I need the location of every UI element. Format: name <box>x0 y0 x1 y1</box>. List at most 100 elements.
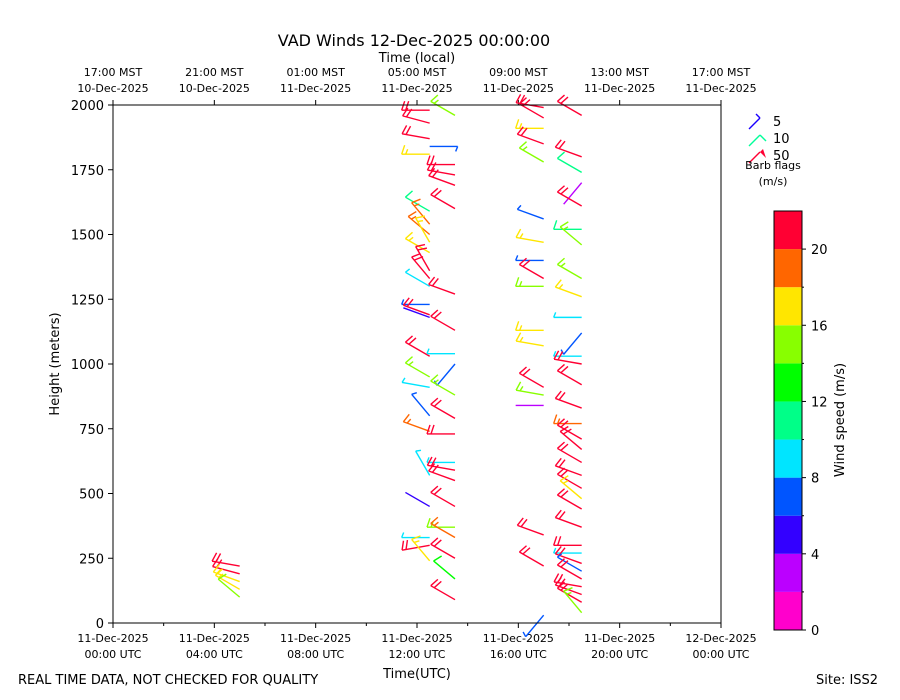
colorbar-segment <box>774 211 802 250</box>
wind-barb-staff <box>436 363 456 386</box>
wind-barb-full <box>518 545 527 553</box>
legend-barb-50-icon <box>748 149 766 164</box>
wind-barb <box>402 297 430 316</box>
wind-barb-full <box>554 457 562 467</box>
legend-barb-10-icon <box>748 134 767 147</box>
wind-barb-full <box>515 94 522 104</box>
wind-barb <box>404 335 431 357</box>
wind-barb <box>553 350 582 357</box>
wind-barb-half <box>417 220 424 223</box>
wind-barb-full <box>560 469 569 477</box>
colorbar-tick-label: 12 <box>811 395 828 410</box>
wind-barb-full <box>557 536 562 546</box>
colorbar-segment <box>774 591 802 630</box>
wind-barb <box>559 475 583 500</box>
top-tick-date: 11-Dec-2025 <box>483 82 554 95</box>
wind-barb <box>401 144 430 155</box>
y-tick-label: 1000 <box>71 358 104 373</box>
legend-label-5: 5 <box>773 115 781 130</box>
wind-barb-half <box>408 236 414 242</box>
wind-barb <box>404 356 431 378</box>
x-tick-date: 12-Dec-2025 <box>685 632 756 645</box>
wind-barb-full <box>560 187 569 195</box>
wind-barb <box>430 374 456 396</box>
wind-barb <box>515 321 544 332</box>
wind-barb-full <box>404 335 413 343</box>
wind-barb-half <box>516 204 522 210</box>
colorbar-tick-label: 16 <box>811 319 828 334</box>
wind-barb-full <box>430 162 437 172</box>
wind-barb-full <box>413 256 424 261</box>
legend-barb-5-icon <box>748 113 761 130</box>
wind-barb-full <box>553 350 560 360</box>
wind-barb-half <box>433 99 439 104</box>
wind-barb <box>553 547 582 554</box>
wind-barb-full <box>407 210 417 218</box>
wind-barb-full <box>433 539 442 547</box>
barb-legend: 5 10 50 Barb flags (m/s) <box>745 113 801 188</box>
wind-barb-half <box>558 283 564 289</box>
top-tick-time: 09:00 MST <box>489 66 548 79</box>
wind-barb-full <box>515 332 522 342</box>
wind-barb <box>518 545 545 567</box>
wind-barb-full <box>426 161 433 171</box>
wind-barb-full <box>430 457 437 467</box>
wind-barb <box>515 119 544 130</box>
wind-barb-half <box>522 631 527 638</box>
wind-barb <box>211 552 240 567</box>
top-tick-time: 17:00 MST <box>692 66 751 79</box>
wind-barb-staff <box>517 208 544 220</box>
wind-barb-half <box>404 268 411 273</box>
wind-barb <box>553 312 582 319</box>
wind-barb-half <box>414 540 420 544</box>
wind-barb-full <box>415 243 426 248</box>
wind-barb-full <box>433 580 442 589</box>
wind-barb-staff <box>525 614 545 638</box>
wind-barb <box>554 279 582 298</box>
wind-barb <box>428 167 456 186</box>
wind-barb <box>430 94 456 116</box>
y-tick-label: 500 <box>79 488 104 503</box>
wind-barb-full <box>553 573 560 583</box>
wind-barb-full <box>428 463 436 472</box>
top-tick-date: 11-Dec-2025 <box>381 82 452 95</box>
wind-barb-full <box>522 368 531 376</box>
wind-barb-half <box>519 233 524 239</box>
wind-barb-full <box>556 418 565 426</box>
wind-barb-full <box>426 155 431 165</box>
wind-barb-full <box>404 190 413 198</box>
wind-barb-staff <box>433 560 456 580</box>
x-tick-time: 04:00 UTC <box>186 648 243 661</box>
wind-barb-full <box>556 185 565 193</box>
wind-barb-half <box>415 449 422 452</box>
wind-barb-full <box>558 459 566 468</box>
wind-barb <box>553 350 582 365</box>
wind-barb <box>426 457 455 464</box>
wind-barb-half <box>401 532 405 538</box>
wind-barb <box>411 535 431 562</box>
wind-barb <box>430 187 456 210</box>
wind-barb <box>556 488 583 510</box>
wind-barb-staff <box>405 271 431 287</box>
wind-barb-half <box>406 418 412 424</box>
wind-barb-half <box>455 146 459 152</box>
x-tick-date: 11-Dec-2025 <box>483 632 554 645</box>
top-tick-date: 11-Dec-2025 <box>685 82 756 95</box>
wind-barb-full <box>554 139 562 148</box>
wind-barb-full <box>401 125 408 135</box>
wind-barb <box>401 539 430 551</box>
wind-barb-full <box>430 397 439 405</box>
wind-barb-half <box>426 348 430 354</box>
wind-barb <box>401 299 430 306</box>
wind-barb-full <box>404 231 413 240</box>
wind-barb-full <box>554 577 562 586</box>
wind-barb-full <box>554 279 562 288</box>
wind-barb-full <box>520 518 528 528</box>
colorbar-tick-label: 0 <box>811 624 819 639</box>
plot-area-frame <box>112 104 722 624</box>
wind-barb <box>556 151 583 173</box>
y-tick-label: 250 <box>79 552 104 567</box>
wind-barb <box>556 553 583 572</box>
wind-barb-half <box>414 203 420 207</box>
wind-barb <box>554 390 582 409</box>
